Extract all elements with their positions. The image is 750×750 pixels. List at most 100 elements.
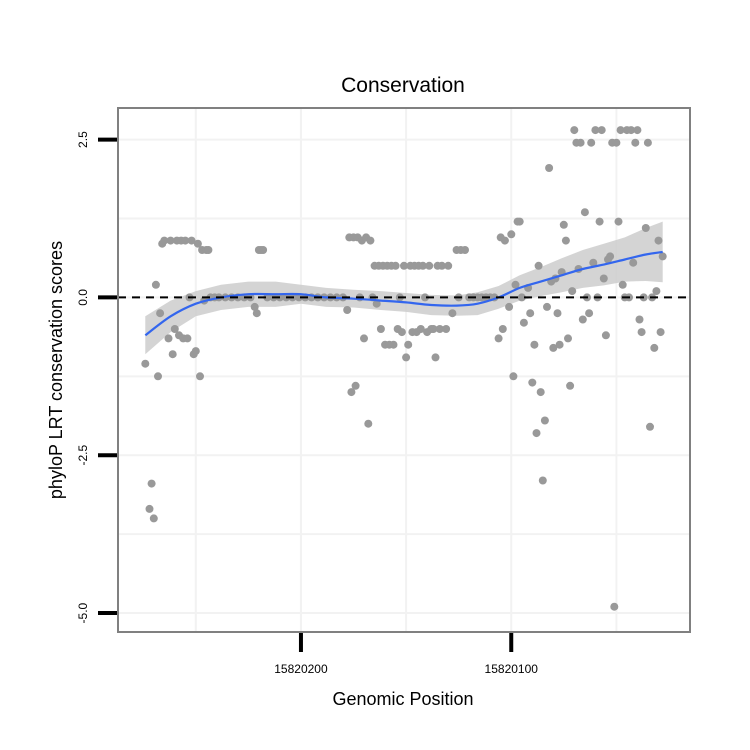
data-point <box>543 302 551 311</box>
data-point <box>154 372 162 381</box>
data-point <box>263 293 272 302</box>
data-point <box>540 416 549 425</box>
data-point <box>435 325 444 333</box>
panel-border <box>117 107 691 633</box>
data-point <box>517 293 526 302</box>
data-point <box>515 217 524 226</box>
data-point <box>576 138 585 147</box>
data-point <box>578 315 587 324</box>
data-point <box>191 347 200 356</box>
data-point <box>442 325 451 333</box>
data-point <box>416 325 425 333</box>
data-point <box>145 504 154 513</box>
data-point <box>259 246 268 254</box>
data-point <box>534 261 543 270</box>
data-point <box>364 419 373 428</box>
data-point <box>141 359 150 368</box>
data-point <box>461 246 469 254</box>
data-point <box>555 340 564 349</box>
data-point <box>372 299 381 308</box>
data-point <box>511 280 520 289</box>
data-point <box>566 381 575 390</box>
y-tick-label: 0.0 <box>76 289 90 306</box>
confidence-band <box>145 221 663 355</box>
confidence-band-area <box>145 221 663 355</box>
data-point <box>151 280 160 289</box>
data-point <box>568 287 577 296</box>
data-point <box>587 138 596 147</box>
data-point <box>391 261 400 270</box>
data-point <box>612 138 621 147</box>
data-point <box>509 372 518 381</box>
data-point <box>494 334 503 343</box>
data-point <box>250 302 259 311</box>
data-point <box>204 246 213 254</box>
data-point <box>559 220 568 229</box>
data-point <box>526 309 535 318</box>
data-point <box>400 261 408 270</box>
y-axis: -5.0 -2.5 0.0 2.5 <box>76 131 117 623</box>
data-point <box>164 334 173 343</box>
data-point <box>589 258 598 267</box>
data-point <box>183 334 192 343</box>
data-point <box>528 378 537 387</box>
data-point <box>553 309 562 318</box>
data-point <box>532 429 541 438</box>
data-point <box>418 261 427 270</box>
data-point <box>561 236 570 245</box>
data-point <box>614 217 623 226</box>
data-point <box>425 261 434 270</box>
data-point <box>597 126 606 135</box>
data-point <box>360 334 368 343</box>
data-point <box>193 239 202 248</box>
data-point <box>530 340 539 349</box>
data-point <box>635 315 644 324</box>
data-point <box>538 476 547 485</box>
smooth-curve <box>144 250 663 337</box>
data-point <box>431 353 440 362</box>
data-point <box>149 514 158 523</box>
grid <box>118 108 690 632</box>
y-axis-title: phyloP LRT conservation scores <box>46 241 66 499</box>
data-point <box>397 328 406 337</box>
data-point <box>549 343 558 352</box>
data-point <box>421 293 429 302</box>
data-point <box>166 236 175 245</box>
data-point <box>376 325 385 333</box>
data-point <box>633 126 642 135</box>
data-point <box>181 236 190 245</box>
data-point <box>564 334 572 343</box>
data-point <box>658 252 667 261</box>
data-point <box>187 236 196 245</box>
data-point <box>606 252 615 261</box>
data-point <box>591 126 600 135</box>
x-tick-label: 15820100 <box>485 662 539 676</box>
data-point <box>498 325 507 333</box>
x-tick-label: 15820200 <box>274 662 328 676</box>
data-point <box>156 309 165 318</box>
data-point <box>652 287 661 296</box>
data-point <box>545 164 554 172</box>
data-point <box>631 138 640 147</box>
x-axis: 15820200 15820100 <box>274 633 538 676</box>
data-point <box>601 331 610 340</box>
data-point <box>196 372 204 381</box>
smooth-line <box>144 250 663 337</box>
data-point <box>252 309 261 318</box>
data-point <box>343 306 352 314</box>
data-point <box>595 217 604 226</box>
data-point <box>618 280 627 289</box>
data-point <box>347 388 356 397</box>
data-point <box>389 340 398 349</box>
data-points <box>141 126 667 611</box>
data-point <box>366 236 375 245</box>
data-point <box>500 236 509 245</box>
data-point <box>429 325 438 333</box>
y-tick-label: -2.5 <box>76 445 90 466</box>
data-point <box>643 138 652 147</box>
y-tick-label: 2.5 <box>76 131 90 148</box>
data-point <box>402 353 411 362</box>
data-point <box>505 302 514 311</box>
data-point <box>627 126 636 135</box>
